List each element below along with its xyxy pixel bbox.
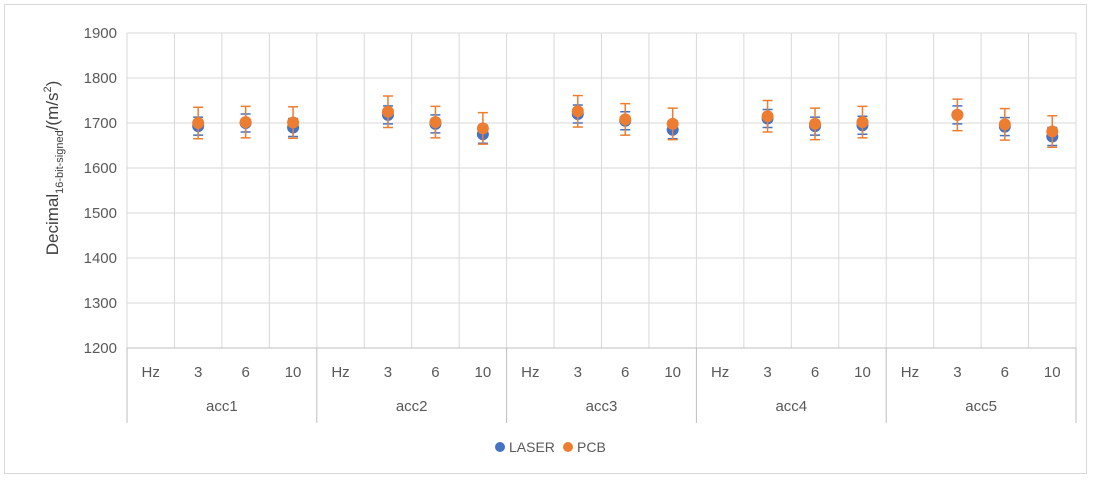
subcategory-label: 10 [285,364,302,381]
subcategory-label: Hz [901,364,919,381]
group-label: acc3 [586,398,618,415]
y-tick-label: 1900 [84,25,117,42]
data-point-pcb [761,110,774,123]
subcategory-label: 6 [621,364,629,381]
subcategory-label: 6 [241,364,249,381]
y-axis-title-unit-sup: 2 [42,86,54,92]
y-axis-title-unit-end: ) [43,81,62,87]
y-tick-label: 1300 [84,295,117,312]
subcategory-label: 10 [854,364,871,381]
subcategory-label: 3 [574,364,582,381]
subcategory-label: 6 [1001,364,1009,381]
subcategory-label: Hz [331,364,349,381]
legend-marker-pcb [563,442,573,452]
subcategory-label: Hz [711,364,729,381]
data-point-pcb [666,117,679,130]
y-axis-title-subscript: 16-bit-signed [54,130,66,194]
subcategory-label: 6 [431,364,439,381]
data-point-pcb [476,122,489,135]
grid-layer [126,32,1077,349]
subcategory-label: Hz [142,364,160,381]
legend-marker-laser [495,442,505,452]
data-point-pcb [571,105,584,118]
data-point-pcb [619,113,632,126]
y-tick-label: 1700 [84,115,117,132]
y-axis-title-main: Decimal [43,194,62,255]
data-layer [192,94,1059,149]
subcategory-label: Hz [521,364,539,381]
subcategory-label: 3 [953,364,961,381]
subcategory-label: 3 [194,364,202,381]
axis-layer: 1200 1300 1400 1500 1600 1700 1800 1900 Hz 3 6 10 ac… [84,25,1077,423]
subcategory-label: 6 [811,364,819,381]
legend-label-laser: LASER [509,439,555,455]
y-tick-label: 1600 [84,160,117,177]
legend-label-pcb: PCB [577,439,606,455]
y-tick-label: 1200 [84,340,117,357]
subcategory-label: 3 [384,364,392,381]
group-label: acc5 [965,398,997,415]
subcategory-label: 10 [664,364,681,381]
subcategory-label: 3 [763,364,771,381]
y-tick-label: 1400 [84,250,117,267]
chart-svg: 1200 1300 1400 1500 1600 1700 1800 1900 Hz 3 6 10 ac… [42,25,1077,455]
legend: LASER PCB [495,439,606,455]
data-point-pcb [287,116,300,129]
y-tick-label: 1800 [84,70,117,87]
data-point-pcb [998,118,1011,131]
data-point-pcb [381,105,394,118]
y-tick-label: 1500 [84,205,117,222]
chart-frame: 1200 1300 1400 1500 1600 1700 1800 1900 Hz 3 6 10 ac… [4,4,1087,474]
data-point-pcb [809,117,822,130]
subcategory-label: 10 [1044,364,1061,381]
group-label: acc4 [775,398,807,415]
data-point-pcb [239,116,252,129]
y-axis-title-unit: /(m/s [43,93,62,131]
data-point-pcb [951,108,964,121]
group-label: acc1 [206,398,238,415]
group-label: acc2 [396,398,428,415]
data-point-pcb [1046,125,1059,138]
data-point-pcb [192,117,205,129]
data-point-pcb [429,116,442,129]
subcategory-label: 10 [475,364,492,381]
data-point-pcb [856,116,869,129]
y-axis-title: Decimal16-bit-signed/(m/s2) [42,81,66,256]
